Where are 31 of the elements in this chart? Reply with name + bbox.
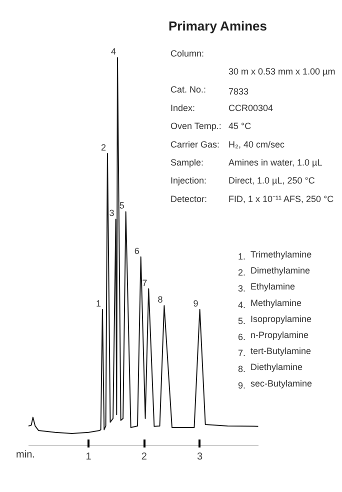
annotation: 2. Dimethylamine: [238, 266, 310, 278]
annotation: 7. tert-Butylamine: [238, 346, 312, 358]
x-tick-label: 3: [197, 452, 204, 462]
annotation: 4. Methylamine: [238, 298, 302, 310]
annotation: 8: [158, 294, 163, 305]
x-axis-title: min.: [16, 450, 35, 460]
chart-title: Primary Amines: [168, 18, 268, 34]
annotation: 4: [110, 46, 116, 57]
annotation: Oven Temp.: 45 °C: [170, 121, 252, 132]
annotation: 3. Ethylamine: [238, 282, 296, 294]
annotation: 9: [193, 298, 198, 308]
annotation: 1. Trimethylamine: [238, 250, 312, 262]
text: Sample: Amines in water, 1.0 µL: [170, 158, 322, 168]
annotation: 6: [134, 246, 140, 256]
annotation: 3: [109, 208, 114, 218]
annotation: 5. Isopropylamine: [238, 314, 312, 326]
annotation: 7: [142, 278, 148, 288]
text: Column: 30 m x 0.53 mm x 1.00 µm: [170, 48, 336, 76]
text: Cat. No.: 7833: [170, 84, 249, 97]
annotation: 1: [96, 298, 101, 308]
annotation: 8. Diethylamine: [238, 362, 303, 374]
annotation: 9. sec-Butylamine: [238, 378, 312, 390]
x-tick-label: 1: [86, 452, 92, 462]
x-tick-label: 2: [141, 452, 148, 462]
text: Index: CCR00304: [170, 102, 274, 113]
text: Detector: FID, 1 x 10⁻¹¹ AFS, 250 °C: [170, 194, 334, 204]
annotation: 5: [119, 200, 124, 211]
annotation: Carrier Gas: H₂, 40 cm/sec: [170, 139, 286, 150]
annotation: 6. n-Propylamine: [238, 330, 309, 342]
text: Injection: Direct, 1.0 µL, 250 °C: [170, 176, 315, 186]
annotation: 2: [100, 142, 106, 152]
